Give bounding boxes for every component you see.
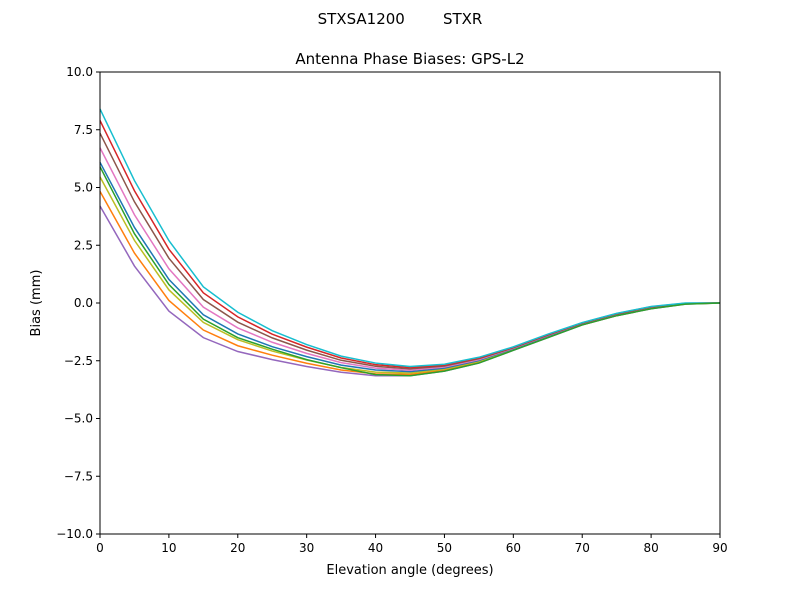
x-axis-label: Elevation angle (degrees) [326, 563, 493, 578]
x-tick-label: 10 [161, 541, 176, 555]
y-tick-label: 7.5 [74, 123, 93, 137]
x-tick-label: 40 [368, 541, 383, 555]
y-tick-label: 2.5 [74, 238, 93, 252]
x-tick-label: 60 [506, 541, 521, 555]
x-tick-label: 70 [575, 541, 590, 555]
x-tick-label: 90 [712, 541, 727, 555]
y-tick-label: 0.0 [74, 296, 93, 310]
x-tick-label: 80 [643, 541, 658, 555]
y-tick-label: −5.0 [64, 412, 93, 426]
x-tick-label: 50 [437, 541, 452, 555]
x-tick-label: 0 [96, 541, 104, 555]
chart-suptitle: STXSA1200 STXR [318, 10, 483, 28]
y-axis-label: Bias (mm) [29, 270, 44, 337]
series-line [99, 166, 721, 377]
x-tick-label: 30 [299, 541, 314, 555]
series-line [99, 108, 720, 368]
y-tick-label: 10.0 [66, 65, 93, 79]
plot-frame [99, 71, 721, 535]
y-tick-label: −10.0 [56, 527, 93, 541]
x-tick-label: 20 [230, 541, 245, 555]
y-tick-label: −2.5 [64, 354, 93, 368]
y-tick-label: −7.5 [64, 469, 93, 483]
chart-title: Antenna Phase Biases: GPS-L2 [295, 50, 524, 68]
y-tick-label: 5.0 [74, 181, 93, 195]
